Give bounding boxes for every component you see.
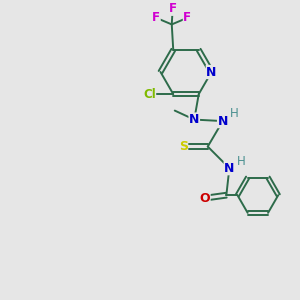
Text: O: O — [200, 192, 210, 205]
Text: H: H — [230, 107, 239, 120]
Text: F: F — [169, 2, 177, 15]
Text: Cl: Cl — [143, 88, 156, 100]
Text: N: N — [206, 65, 217, 79]
Text: F: F — [152, 11, 160, 24]
Text: N: N — [189, 113, 200, 126]
Text: S: S — [178, 140, 188, 153]
Text: H: H — [236, 155, 245, 168]
Text: N: N — [224, 162, 235, 175]
Text: F: F — [183, 11, 191, 24]
Text: N: N — [218, 115, 228, 128]
